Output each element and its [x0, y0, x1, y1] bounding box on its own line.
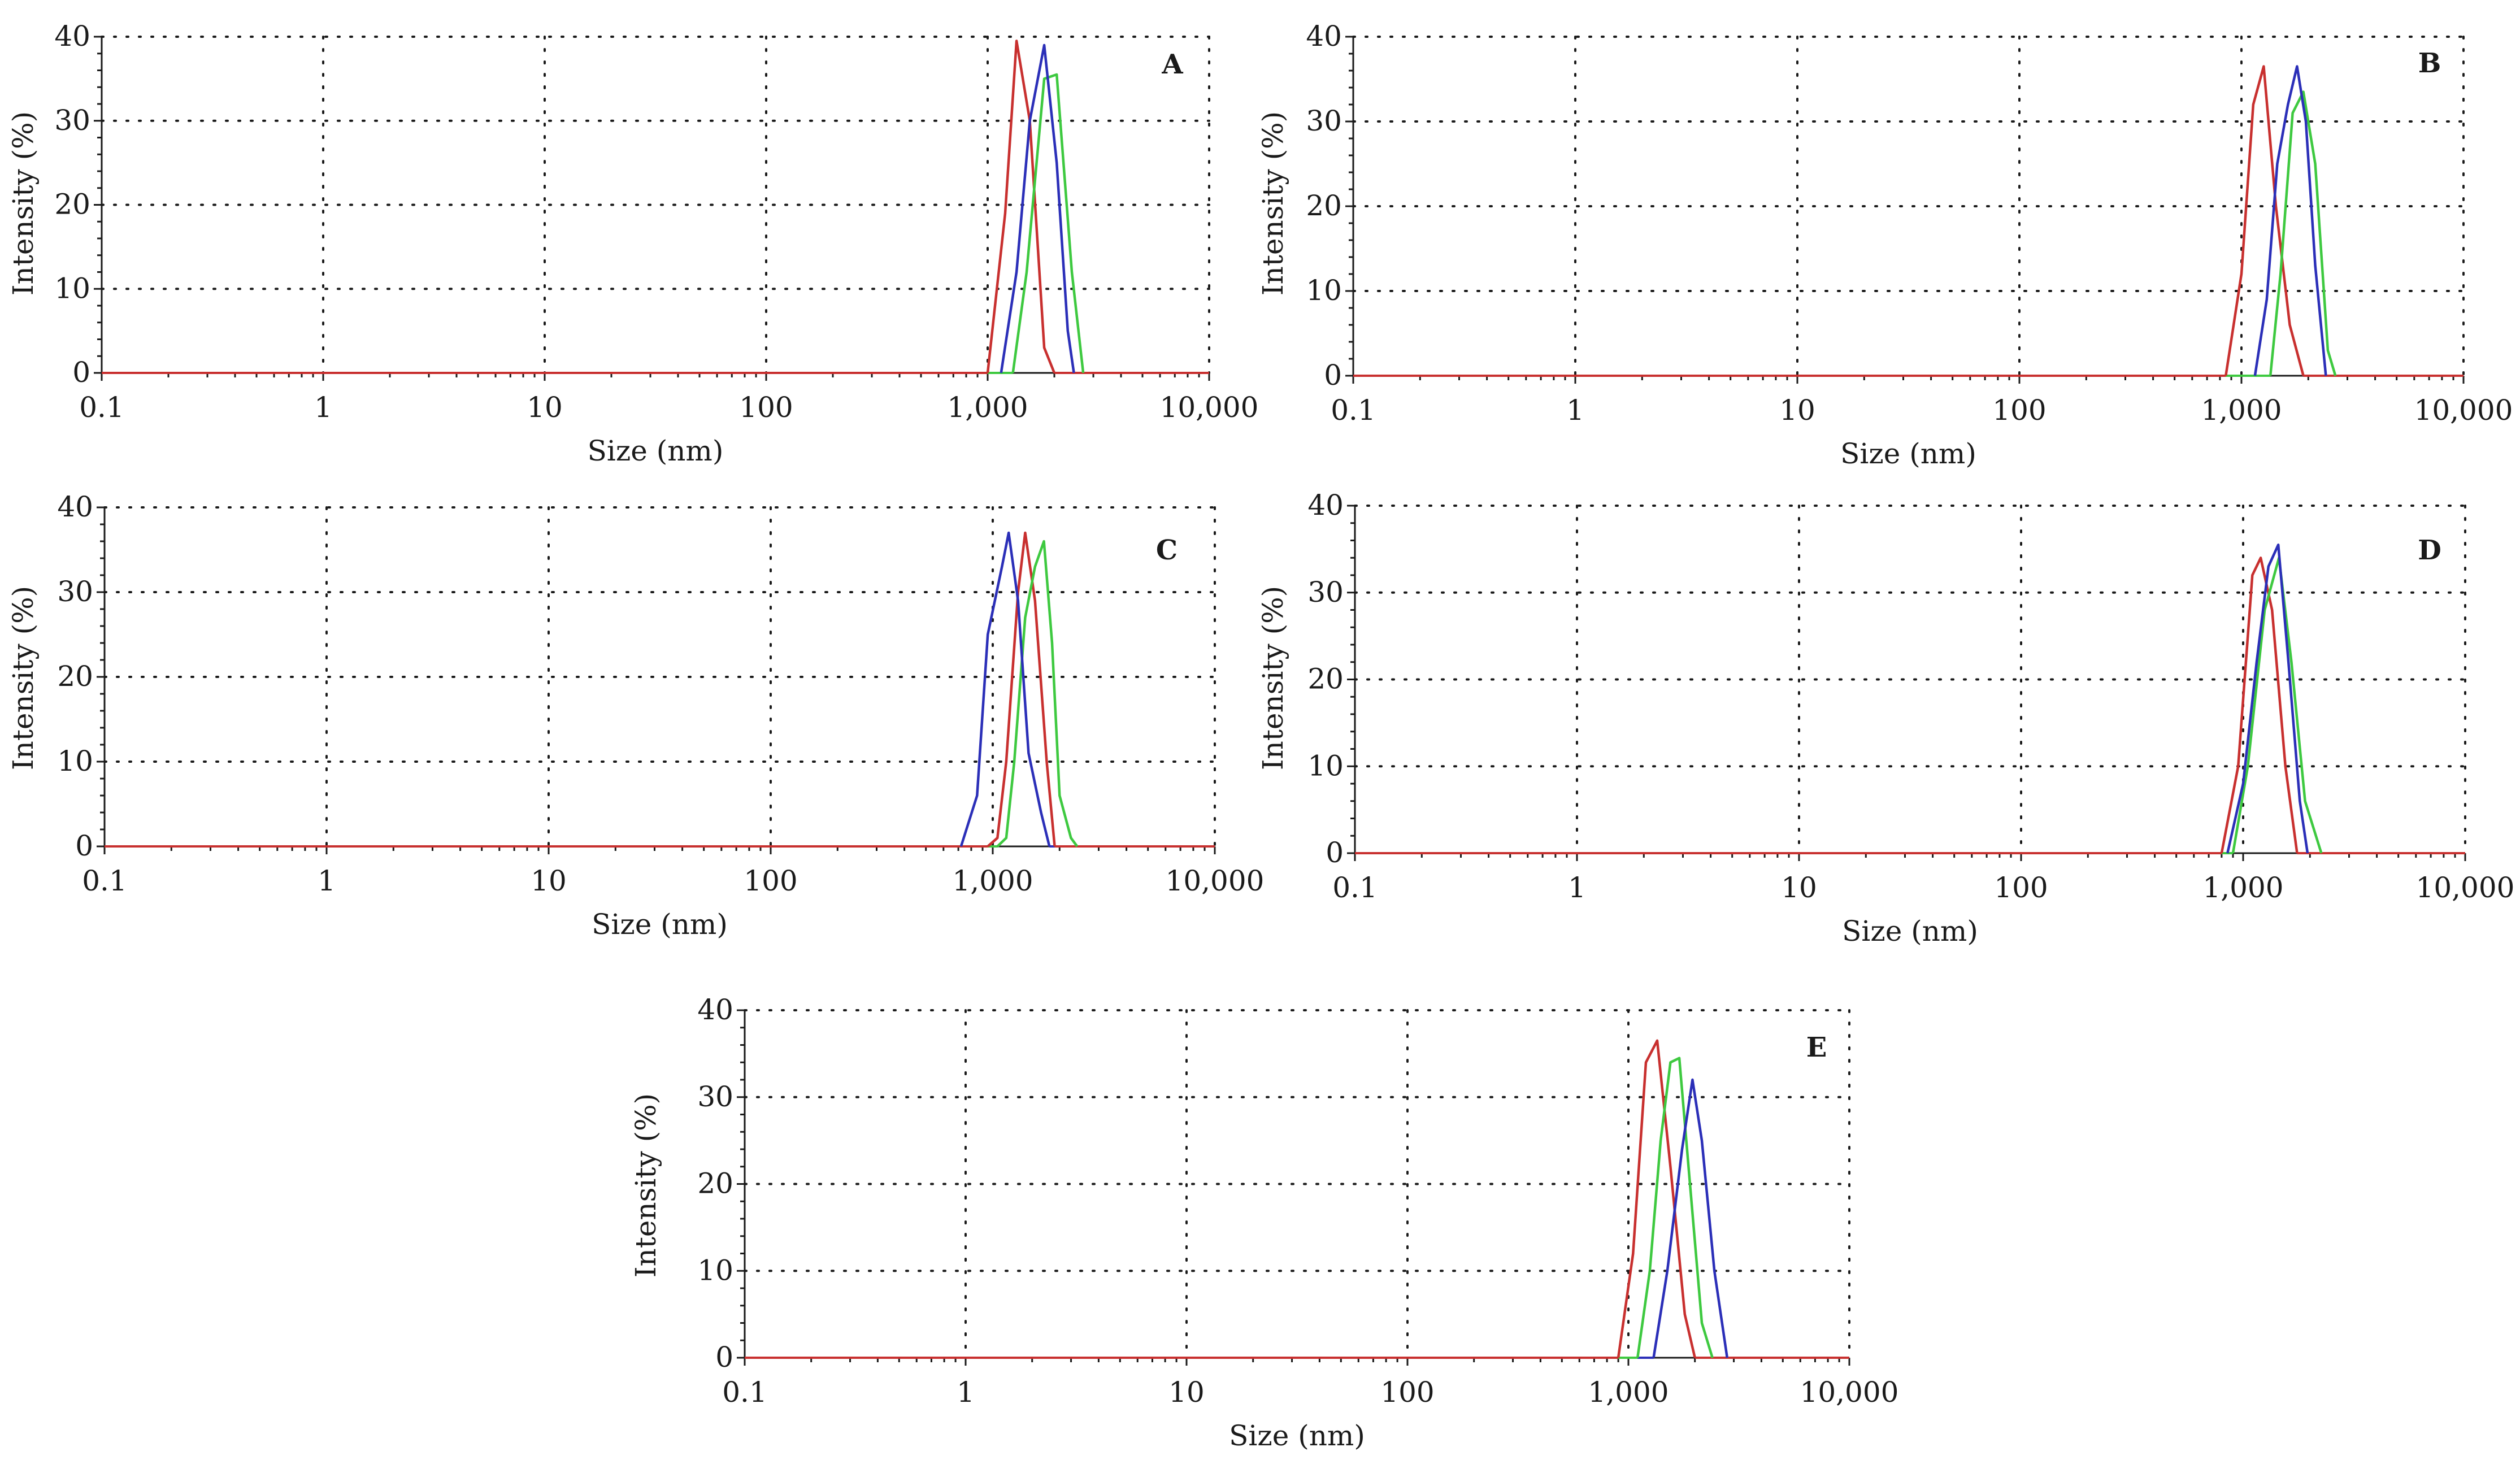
- y-tick-label: 0: [1326, 836, 1344, 869]
- x-axis-label: Size (nm): [588, 434, 724, 467]
- y-tick-label: 30: [697, 1080, 733, 1113]
- series-line-red: [2224, 65, 2305, 376]
- panel-d: 0 10 20 30 40 0.1 1 10 100 1,000 10,000 Size (nm) In…: [1257, 489, 2514, 948]
- series-line-green: [1636, 1057, 1714, 1358]
- x-tick-label: 100: [744, 864, 797, 897]
- y-tick-label: 20: [1306, 189, 1342, 222]
- x-tick-label: 1: [1566, 394, 1584, 427]
- y-tick-label: 20: [1307, 663, 1344, 696]
- y-axis-label: Intensity (%): [1257, 111, 1289, 296]
- y-tick-label: 10: [1306, 274, 1342, 307]
- x-tick-label: 10: [1781, 871, 1817, 904]
- series-line-blue: [2226, 543, 2309, 854]
- series-line-green: [1011, 73, 1085, 373]
- y-axis-label: Intensity (%): [629, 1093, 662, 1278]
- y-axis-label: Intensity (%): [7, 111, 40, 296]
- x-tick-label: 100: [1994, 871, 2048, 904]
- y-tick-label: 30: [1307, 576, 1344, 609]
- y-tick-label: 20: [697, 1167, 733, 1200]
- series-line-red: [986, 40, 1056, 373]
- x-tick-label: 1,000: [947, 391, 1028, 424]
- x-tick-label: 1,000: [2202, 871, 2283, 904]
- y-tick-label: 0: [715, 1341, 733, 1374]
- y-tick-label: 10: [57, 745, 93, 777]
- y-tick-label: 0: [1324, 359, 1342, 392]
- series-line-blue: [2253, 65, 2327, 376]
- x-tick-label: 10: [527, 391, 563, 424]
- panel-label: E: [1806, 1032, 1827, 1063]
- panel-b: 0 10 20 30 40 0.1 1 10 100 1,000 10,000 Size (nm) In…: [1257, 20, 2513, 470]
- x-tick-label: 100: [739, 391, 793, 424]
- y-tick-label: 10: [697, 1254, 733, 1287]
- x-axis-label: Size (nm): [1229, 1419, 1365, 1452]
- x-tick-label: 0.1: [1331, 394, 1376, 427]
- x-tick-label: 1,000: [2201, 394, 2282, 427]
- y-tick-label: 10: [1307, 749, 1344, 782]
- series-line-green: [2269, 90, 2337, 376]
- y-tick-label: 40: [1306, 20, 1342, 53]
- x-tick-label: 0.1: [722, 1376, 767, 1409]
- panel-e: 0 10 20 30 40 0.1 1 10 100 1,000 10,000 Size (nm) In…: [629, 993, 1898, 1452]
- series-line-blue: [1000, 44, 1075, 373]
- y-tick-label: 20: [57, 660, 93, 693]
- x-tick-label: 0.1: [79, 391, 124, 424]
- x-tick-label: 10,000: [1166, 864, 1265, 897]
- panel-a: 0 10 20 30 40 0.1 1 10 100 1,000 10,000 Size (nm) In…: [7, 20, 1258, 467]
- series-line-green: [2231, 557, 2323, 854]
- y-tick-label: 40: [57, 490, 93, 523]
- x-tick-label: 100: [1992, 394, 2046, 427]
- x-axis-label: Size (nm): [592, 908, 728, 941]
- series-line-blue: [959, 531, 1051, 847]
- y-tick-label: 10: [54, 272, 90, 305]
- y-tick-label: 20: [54, 188, 90, 221]
- y-tick-label: 30: [1306, 105, 1342, 137]
- x-tick-label: 10: [1168, 1376, 1205, 1409]
- x-tick-label: 10,000: [1160, 391, 1259, 424]
- series-line-red: [2220, 557, 2299, 854]
- panel-c: 0 10 20 30 40 0.1 1 10 100 1,000 10,000 Size (nm) In…: [7, 490, 1264, 941]
- y-tick-label: 0: [72, 356, 90, 389]
- x-tick-label: 10,000: [1800, 1376, 1899, 1409]
- panel-label: D: [2418, 535, 2441, 566]
- x-tick-label: 10: [1779, 394, 1815, 427]
- y-axis-label: Intensity (%): [7, 586, 40, 770]
- y-tick-label: 30: [54, 104, 90, 137]
- x-tick-label: 1: [957, 1376, 975, 1409]
- x-tick-label: 1: [1568, 871, 1586, 904]
- y-tick-label: 40: [1307, 489, 1344, 522]
- panel-label: B: [2418, 47, 2441, 79]
- x-tick-label: 1,000: [952, 864, 1033, 897]
- x-tick-label: 1,000: [1588, 1376, 1669, 1409]
- series-line-blue: [1652, 1078, 1729, 1358]
- panel-label: A: [1161, 49, 1183, 80]
- series-line-red: [987, 531, 1056, 848]
- x-tick-label: 1: [314, 391, 332, 424]
- y-tick-label: 40: [54, 20, 90, 53]
- y-tick-label: 40: [697, 993, 733, 1026]
- x-tick-label: 0.1: [82, 864, 127, 897]
- series-line-green: [996, 540, 1079, 848]
- x-axis-label: Size (nm): [1840, 437, 1976, 470]
- panel-label: C: [1156, 535, 1178, 566]
- y-tick-label: 30: [57, 575, 93, 608]
- x-axis-label: Size (nm): [1842, 915, 1978, 948]
- y-axis-label: Intensity (%): [1257, 586, 1289, 770]
- x-tick-label: 10,000: [2416, 871, 2515, 904]
- series-line-red: [1617, 1039, 1696, 1358]
- x-tick-label: 1: [318, 864, 336, 897]
- y-tick-label: 0: [75, 829, 93, 862]
- x-tick-label: 0.1: [1332, 871, 1378, 904]
- x-tick-label: 10,000: [2414, 394, 2513, 427]
- x-tick-label: 100: [1380, 1376, 1434, 1409]
- x-tick-label: 10: [531, 864, 567, 897]
